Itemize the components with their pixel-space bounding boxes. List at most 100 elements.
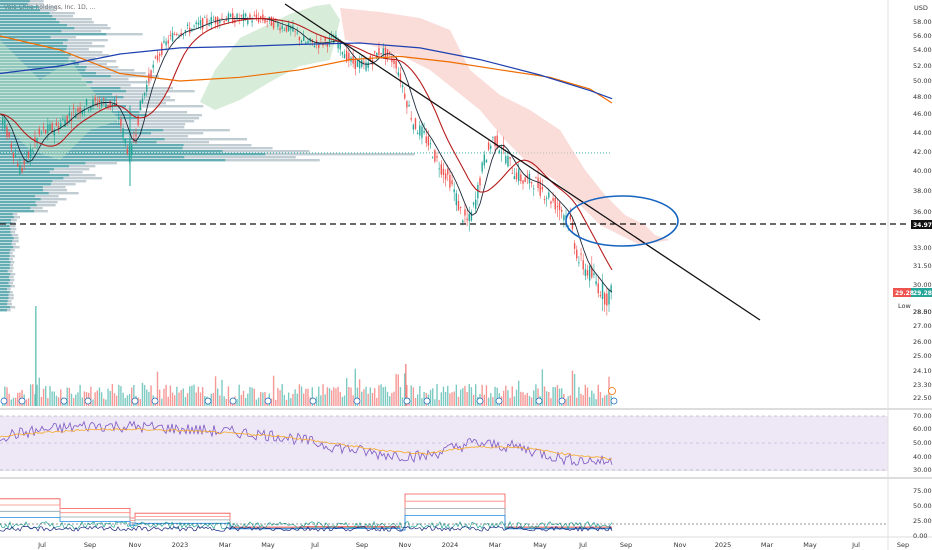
adx-axis[interactable]: 75.00 50.00 25.00 0.00 [913, 487, 932, 540]
volume-profile-bar-down [11, 243, 16, 246]
rsi-tick-label: 30.00 [913, 466, 932, 474]
candle-body [434, 150, 436, 162]
volume-bar [277, 387, 279, 406]
volume-profile-bar-up [0, 27, 75, 30]
candle-body [242, 13, 245, 22]
volume-bar [483, 394, 485, 406]
candle-body [524, 177, 526, 183]
volume-profile-bar-down [265, 153, 415, 156]
candle-body [580, 253, 582, 255]
volume-bar [518, 380, 520, 406]
candle-body [356, 60, 359, 67]
candle-body [199, 20, 202, 26]
candle-body [453, 189, 455, 193]
volume-bar [578, 387, 580, 406]
volume-bar [412, 387, 415, 406]
volume-profile-bar-up [0, 63, 80, 66]
rsi-axis[interactable]: 70.00 60.00 50.00 40.00 30.00 [0, 412, 932, 474]
volume-bar [335, 388, 337, 406]
volume-profile-bar-up [0, 72, 97, 75]
volume-profile-bar-down [7, 288, 11, 291]
price-tick-label: 44.00 [913, 129, 932, 137]
volume-bar [128, 394, 131, 406]
volume-profile-bar-down [151, 132, 204, 135]
candle-body [12, 152, 15, 158]
volume-bar [341, 396, 344, 406]
volume-profile-bar-up [0, 165, 70, 168]
volume-bar [318, 386, 320, 406]
candle-body [193, 25, 195, 27]
volume-profile-bar-down [7, 303, 13, 306]
volume-bar [242, 390, 245, 406]
candle-body [244, 13, 247, 17]
volume-bar [588, 397, 591, 406]
time-tick-label: Jul [578, 541, 587, 549]
volume-profile-bar-down [85, 162, 118, 165]
candle-body [597, 283, 599, 294]
volume-bar [382, 387, 384, 406]
trend-line[interactable] [284, 3, 761, 321]
volume-bar [236, 398, 238, 406]
candle-body [120, 118, 122, 126]
price-tick-label: 27.00 [913, 322, 932, 330]
volume-bar [107, 388, 109, 406]
adx-tick-label: 75.00 [913, 487, 932, 495]
volume-profile-bar-up [0, 108, 102, 111]
candle-body [227, 13, 230, 22]
di-minus-line [0, 525, 613, 532]
time-axis[interactable]: Jul Sep Nov 2023 Mar May Jul Sep Nov 2024 Mar May Ju… [37, 541, 909, 549]
volume-bar [322, 384, 324, 406]
candle-body [464, 209, 466, 216]
volume-bar [502, 390, 505, 406]
volume-bar [541, 369, 544, 406]
candle-body [277, 23, 279, 27]
volume-bar [270, 398, 273, 406]
candle-body [363, 61, 365, 63]
volume-bar [251, 387, 253, 406]
earnings-icon [84, 397, 92, 405]
volume-profile-bar-down [9, 252, 13, 255]
volume-profile-bar-up [0, 168, 55, 171]
candle-body [223, 20, 225, 23]
volume-bar [45, 386, 47, 406]
candle-body [341, 52, 344, 55]
volume-bar [533, 390, 535, 406]
volume-bar [429, 389, 432, 406]
candle-body [60, 123, 62, 128]
highlight-ellipse[interactable] [565, 195, 679, 247]
candle-body [178, 35, 180, 37]
volume-profile-bar-down [50, 36, 77, 39]
event-icons[interactable] [0, 387, 618, 405]
volume-profile-bar-up [0, 231, 11, 234]
volume-bar [470, 387, 473, 406]
volume-bar [343, 395, 346, 406]
volume-profile-bar-down [40, 9, 55, 12]
volume-bar [556, 385, 559, 406]
volume-bar [182, 388, 184, 406]
candle-body [315, 40, 318, 44]
time-tick-label: Sep [620, 541, 632, 549]
candle-body [158, 53, 161, 56]
time-tick-label: Jul [851, 541, 860, 549]
volume-bar [595, 399, 597, 406]
earnings-icon [535, 397, 543, 405]
candle-body [393, 58, 395, 65]
candle-body [518, 169, 520, 181]
volume-bar [111, 384, 114, 406]
volume-bar [320, 395, 322, 406]
volume-bar [292, 393, 294, 406]
volume-bar [393, 391, 395, 406]
sma-200-line [0, 35, 613, 104]
candle-body [339, 40, 341, 50]
volume-bar [12, 397, 15, 406]
price-tick-label: 25.00 [913, 352, 932, 360]
volume-profile-bar-down [38, 6, 57, 9]
price-axis[interactable]: 58.00 56.00 54.00 52.00 50.00 48.00 46.00 44.00… [913, 18, 932, 402]
candle-body [515, 172, 518, 180]
candle-body [290, 26, 292, 30]
candle-body [210, 16, 212, 25]
volume-profile-bar-down [13, 216, 21, 219]
volume-profile-bar-up [0, 309, 8, 312]
candle-body [591, 266, 593, 278]
